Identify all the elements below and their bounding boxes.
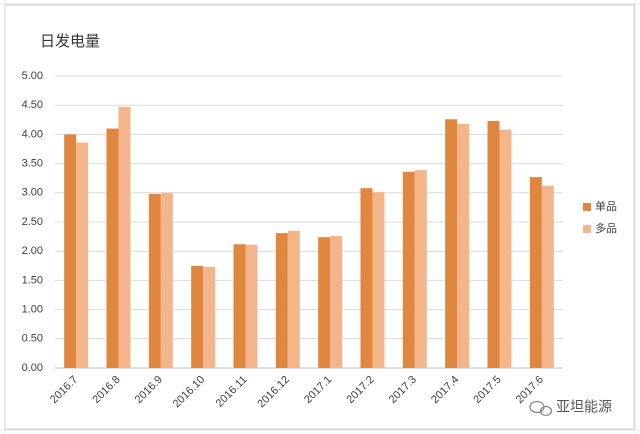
bar bbox=[360, 188, 373, 368]
bar bbox=[245, 244, 258, 368]
y-tick-label: 3.00 bbox=[22, 187, 43, 199]
bar bbox=[287, 230, 300, 368]
bar bbox=[118, 106, 131, 369]
y-tick-label: 0.50 bbox=[22, 333, 43, 345]
y-tick-label: 4.00 bbox=[22, 128, 43, 140]
bar bbox=[160, 192, 173, 368]
bar bbox=[275, 233, 288, 368]
legend-swatch bbox=[583, 225, 591, 233]
watermark: 亚坦能源 bbox=[556, 399, 612, 415]
watermark-icon bbox=[529, 400, 553, 417]
y-tick-label: 1.50 bbox=[22, 274, 43, 286]
bar bbox=[499, 129, 512, 368]
legend-label: 多品 bbox=[595, 221, 617, 235]
bar bbox=[148, 193, 161, 368]
y-tick-label: 4.50 bbox=[22, 99, 43, 111]
bar bbox=[372, 192, 385, 368]
bar bbox=[233, 244, 246, 368]
bar bbox=[64, 134, 77, 368]
legend-swatch bbox=[583, 203, 591, 211]
bar bbox=[445, 119, 458, 368]
y-tick-label: 2.50 bbox=[22, 216, 43, 228]
bar bbox=[541, 185, 554, 368]
y-tick-label: 5.00 bbox=[22, 70, 43, 82]
y-tick-label: 2.00 bbox=[22, 245, 43, 257]
bar bbox=[191, 265, 204, 368]
bar bbox=[414, 170, 427, 368]
bar bbox=[76, 142, 89, 368]
bar bbox=[402, 171, 415, 368]
y-tick-label: 1.00 bbox=[22, 304, 43, 316]
bar bbox=[330, 236, 343, 368]
y-tick-label: 0.00 bbox=[22, 362, 43, 374]
bar bbox=[487, 120, 500, 368]
bar bbox=[529, 177, 542, 368]
bar bbox=[457, 123, 470, 368]
bar bbox=[106, 128, 119, 368]
bar bbox=[203, 266, 216, 368]
bar bbox=[318, 237, 331, 368]
chart-title: 日发电量 bbox=[40, 33, 100, 50]
legend-label: 单品 bbox=[595, 200, 617, 213]
y-tick-label: 3.50 bbox=[22, 158, 43, 170]
